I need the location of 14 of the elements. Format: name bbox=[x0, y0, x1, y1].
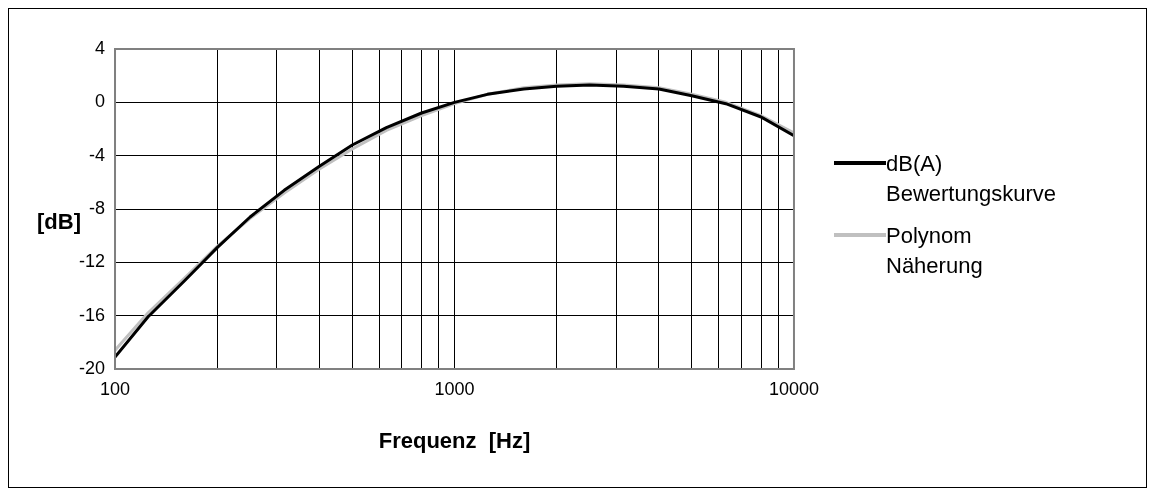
y-tick-label: 0 bbox=[95, 91, 106, 112]
y-tick-label: -4 bbox=[89, 144, 106, 165]
legend-label: Polynom Näherung bbox=[886, 222, 984, 280]
y-axis-title: [dB] bbox=[37, 209, 81, 235]
x-tick-label: 10000 bbox=[768, 378, 819, 399]
x-tick-label: 100 bbox=[99, 378, 131, 399]
y-tick-label: -8 bbox=[89, 197, 106, 218]
y-tick-label: -16 bbox=[79, 304, 106, 325]
y-tick-label: 4 bbox=[95, 37, 106, 58]
y-tick-label: -12 bbox=[79, 251, 106, 272]
y-tick-label: -20 bbox=[79, 357, 106, 378]
x-axis-title: Frequenz [Hz] bbox=[378, 427, 531, 453]
x-tick-label: 1000 bbox=[434, 378, 475, 399]
legend-label: dB(A) Bewertungskurve bbox=[886, 150, 1057, 208]
